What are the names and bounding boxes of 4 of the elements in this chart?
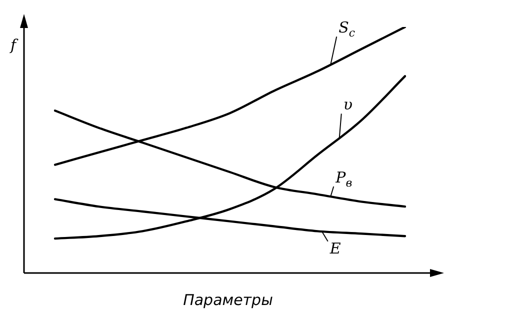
x-axis-title: Параметры [183, 290, 274, 309]
legend-label: E [328, 239, 341, 258]
y-axis-title: f [9, 36, 18, 54]
series-label: υ [343, 96, 352, 114]
